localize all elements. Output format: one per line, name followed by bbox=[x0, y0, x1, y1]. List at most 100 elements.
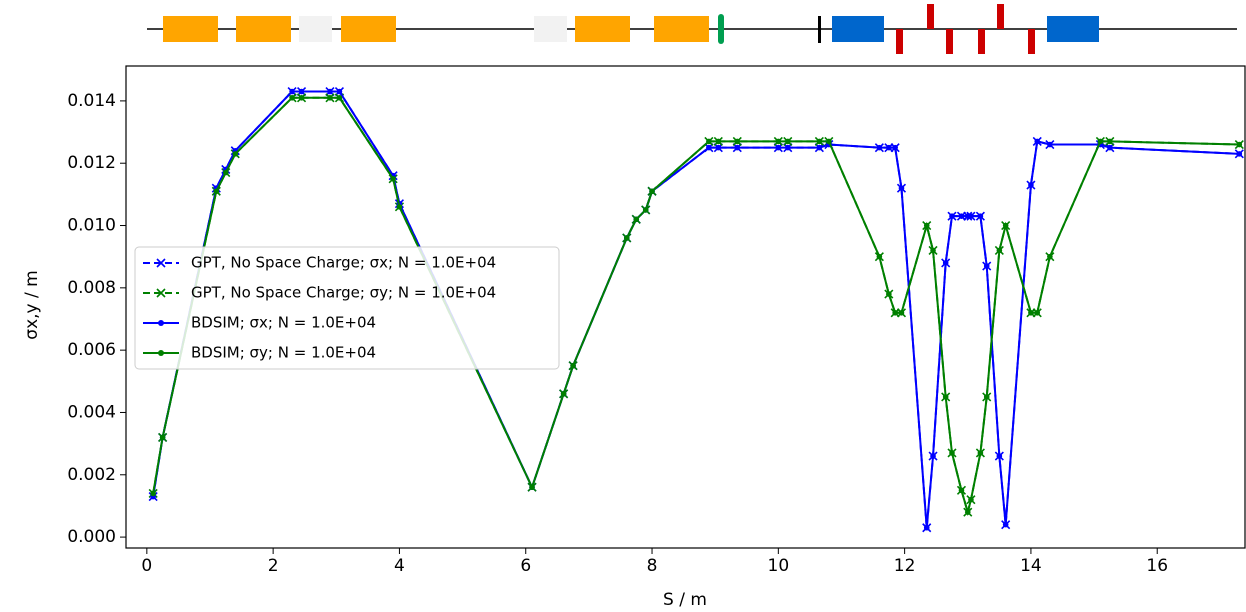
data-point bbox=[930, 453, 936, 459]
y-tick-label: 0.006 bbox=[67, 340, 116, 360]
data-point bbox=[327, 94, 333, 101]
data-point bbox=[1028, 182, 1034, 188]
data-point bbox=[336, 88, 343, 95]
data-point bbox=[289, 88, 295, 95]
data-point bbox=[213, 188, 220, 195]
data-point bbox=[560, 390, 567, 397]
y-axis-label: σx,y / m bbox=[22, 270, 42, 339]
data-point bbox=[734, 144, 741, 151]
data-point bbox=[396, 204, 403, 210]
data-point bbox=[892, 309, 898, 316]
data-point bbox=[983, 394, 990, 400]
x-tick-label: 16 bbox=[1146, 556, 1168, 576]
data-point bbox=[949, 213, 955, 219]
legend-marker bbox=[158, 350, 164, 356]
data-point bbox=[996, 247, 1003, 254]
data-point bbox=[785, 144, 791, 151]
data-point bbox=[886, 144, 892, 151]
data-point bbox=[1047, 253, 1053, 260]
data-point bbox=[222, 169, 229, 176]
data-point bbox=[1034, 138, 1041, 145]
data-point bbox=[949, 450, 955, 456]
data-point bbox=[298, 94, 305, 101]
data-point bbox=[923, 222, 930, 229]
data-point bbox=[715, 144, 722, 151]
data-point bbox=[1034, 309, 1041, 316]
data-point bbox=[642, 207, 649, 213]
legend-marker bbox=[158, 320, 164, 326]
x-tick-label: 12 bbox=[894, 556, 916, 576]
data-point bbox=[958, 213, 965, 219]
x-tick-label: 10 bbox=[768, 556, 790, 576]
series-line bbox=[152, 96, 1240, 516]
data-point bbox=[706, 144, 712, 151]
data-point bbox=[983, 263, 990, 269]
data-point bbox=[977, 450, 984, 456]
data-point bbox=[892, 144, 898, 151]
data-point bbox=[150, 490, 156, 497]
data-point bbox=[232, 151, 239, 157]
x-tick-label: 4 bbox=[394, 556, 405, 576]
data-point bbox=[785, 138, 791, 145]
y-tick-label: 0.012 bbox=[67, 153, 116, 173]
y-tick-label: 0.002 bbox=[67, 465, 116, 485]
data-point bbox=[570, 362, 576, 369]
x-tick-label: 8 bbox=[647, 556, 658, 576]
data-point bbox=[942, 260, 949, 266]
beamline bbox=[147, 4, 1237, 54]
data-point bbox=[633, 216, 640, 223]
legend-box bbox=[134, 246, 560, 370]
legend-marker bbox=[156, 288, 166, 298]
data-point bbox=[816, 138, 823, 145]
data-point bbox=[898, 309, 905, 316]
data-point bbox=[942, 394, 949, 400]
data-point bbox=[775, 138, 782, 145]
plot bbox=[148, 86, 1244, 533]
data-point bbox=[1236, 151, 1243, 157]
legend-label: GPT, No Space Charge; σy; N = 1.0E+04 bbox=[191, 284, 496, 302]
y-tick-label: 0.008 bbox=[67, 278, 116, 298]
data-point bbox=[1028, 309, 1034, 316]
data-point bbox=[930, 247, 936, 254]
data-point bbox=[826, 138, 832, 145]
data-point bbox=[968, 496, 974, 503]
legend-marker bbox=[156, 258, 166, 268]
data-point bbox=[886, 291, 892, 297]
data-point bbox=[327, 88, 333, 95]
series-line bbox=[152, 90, 1240, 528]
data-point bbox=[1002, 521, 1009, 528]
data-point bbox=[336, 94, 343, 101]
data-point bbox=[1236, 141, 1243, 148]
data-point bbox=[159, 434, 166, 441]
data-point bbox=[977, 213, 984, 219]
legend-label: BDSIM; σy; N = 1.0E+04 bbox=[191, 344, 376, 362]
data-point bbox=[1002, 222, 1009, 229]
data-point bbox=[876, 144, 883, 151]
x-axis-label: S / m bbox=[663, 590, 707, 610]
data-point bbox=[816, 144, 823, 151]
data-point bbox=[898, 185, 905, 191]
data-point bbox=[923, 524, 930, 531]
data-point bbox=[964, 509, 971, 515]
data-point bbox=[1107, 144, 1113, 151]
data-point bbox=[649, 188, 655, 195]
legend: GPT, No Space Charge; σx; N = 1.0E+04 GPT… bbox=[134, 246, 560, 370]
data-point bbox=[1047, 141, 1053, 148]
x-tick-label: 2 bbox=[268, 556, 279, 576]
legend-label: GPT, No Space Charge; σx; N = 1.0E+04 bbox=[191, 254, 496, 272]
data-point bbox=[775, 144, 782, 151]
y-tick-label: 0.000 bbox=[67, 527, 116, 547]
data-point bbox=[876, 253, 883, 260]
data-point bbox=[958, 487, 965, 494]
y-tick-label: 0.010 bbox=[67, 216, 116, 236]
data-point bbox=[298, 88, 305, 95]
data-point bbox=[968, 213, 974, 219]
data-point bbox=[390, 175, 396, 182]
y-tick-label: 0.004 bbox=[67, 402, 116, 422]
data-point bbox=[289, 94, 295, 101]
data-point bbox=[1107, 138, 1113, 145]
y-tick-label: 0.014 bbox=[67, 91, 116, 111]
plot-frame bbox=[125, 65, 1246, 549]
